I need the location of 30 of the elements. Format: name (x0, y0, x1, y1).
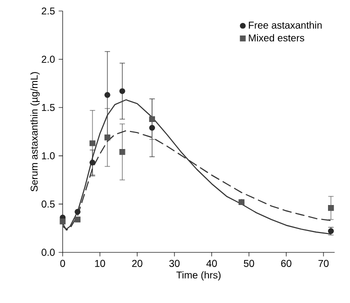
point (119, 149, 126, 155)
x-tick-label: 70 (318, 260, 329, 267)
legend-label: Mixed esters (248, 34, 304, 42)
y-axis-title: Serum astaxanthin (µg/mL) (30, 72, 40, 192)
x-tick-label: 10 (95, 260, 106, 267)
point (60, 218, 66, 224)
x-tick-label: 50 (244, 260, 254, 267)
point (328, 205, 334, 211)
point (104, 134, 110, 140)
y-tick-label: 0.0 (42, 248, 55, 256)
y-tick-label: 1.0 (42, 152, 55, 160)
y-tick-label: 1.5 (42, 104, 55, 112)
point (74, 216, 80, 222)
legend-label: Free astaxanthin (248, 21, 322, 29)
x-tick-label: 30 (169, 260, 180, 267)
point (149, 116, 156, 122)
point (74, 208, 80, 215)
y-tick-label: 2.0 (42, 56, 55, 63)
point (104, 92, 110, 98)
point (149, 124, 156, 131)
point (90, 160, 96, 166)
point (119, 88, 126, 94)
x-tick-label: 60 (281, 260, 292, 267)
x-axis-title: Time (hrs) (176, 271, 221, 280)
y-tick-label: 0.5 (42, 200, 55, 208)
x-tick-label: 0 (60, 260, 66, 267)
point (90, 140, 96, 146)
y-tick-label: 2.5 (42, 7, 55, 15)
x-tick-label: 20 (132, 260, 142, 267)
x-tick-label: 40 (206, 260, 217, 267)
